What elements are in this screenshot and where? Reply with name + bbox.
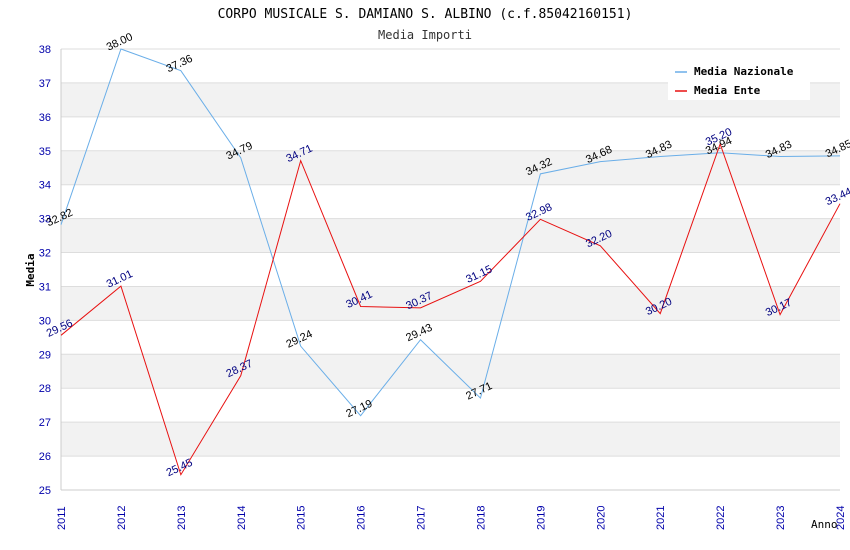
x-tick-label: 2017 <box>416 506 428 530</box>
x-tick-label: 2020 <box>595 506 607 530</box>
legend-label-media-ente: Media Ente <box>694 84 761 97</box>
x-tick-label: 2012 <box>116 506 128 530</box>
data-label: 37.36 <box>165 53 195 76</box>
x-tick-label: 2014 <box>236 506 248 530</box>
chart-title: CORPO MUSICALE S. DAMIANO S. ALBINO (c.f… <box>218 7 633 22</box>
data-label: 25.45 <box>165 457 195 480</box>
y-tick-label: 38 <box>39 44 51 56</box>
grid-band <box>61 422 840 457</box>
y-tick-label: 35 <box>39 146 51 158</box>
y-tick-label: 26 <box>39 451 51 463</box>
grid-band <box>61 354 840 389</box>
series-line-media-ente <box>60 142 841 476</box>
x-axis-label: Anno <box>811 518 838 531</box>
y-tick-label: 27 <box>39 417 51 429</box>
x-tick-label: 2015 <box>296 506 308 530</box>
y-tick-label: 37 <box>39 78 51 90</box>
legend-box <box>668 60 810 100</box>
grid-band <box>61 218 840 253</box>
x-tick-label: 2024 <box>835 506 847 530</box>
data-label: 31.15 <box>464 263 494 286</box>
y-tick-label: 32 <box>39 248 51 260</box>
axes <box>60 49 840 491</box>
grid-band <box>61 286 840 321</box>
y-tick-label: 31 <box>39 281 51 293</box>
x-tick-label: 2021 <box>655 506 667 530</box>
y-axis-label: Media <box>24 253 37 286</box>
x-tick-label: 2023 <box>775 506 787 530</box>
legend-label-media-nazionale: Media Nazionale <box>694 65 794 78</box>
y-tick-labels: 25 26 27 28 29 30 31 32 33 34 35 36 37 38 <box>39 44 51 497</box>
x-tick-label: 2011 <box>56 506 68 530</box>
y-tick-label: 36 <box>39 112 51 124</box>
series-line-media-nazionale <box>60 48 841 417</box>
y-tick-label: 34 <box>39 180 51 192</box>
data-label: 38.00 <box>105 31 135 54</box>
x-tick-label: 2016 <box>356 506 368 530</box>
y-tick-label: 25 <box>39 485 51 497</box>
y-tick-label: 33 <box>39 214 51 226</box>
data-label: 33.44 <box>824 186 850 209</box>
grid-band <box>61 150 840 185</box>
legend: Media Nazionale Media Ente <box>668 60 810 100</box>
x-tick-labels: 2011 2012 2013 2014 2015 2016 2017 2018 2019 2020… <box>56 506 847 530</box>
data-label: 27.19 <box>344 398 374 421</box>
x-tick-label: 2019 <box>535 506 547 530</box>
x-tick-label: 2022 <box>715 506 727 530</box>
x-tick-label: 2013 <box>176 506 188 530</box>
x-tick-label: 2018 <box>475 506 487 530</box>
series-layer <box>60 48 841 476</box>
chart-subtitle: Media Importi <box>378 28 472 42</box>
y-tick-label: 30 <box>39 315 51 327</box>
data-label: 29.24 <box>284 328 314 351</box>
y-tick-label: 29 <box>39 349 51 361</box>
y-tick-label: 28 <box>39 383 51 395</box>
